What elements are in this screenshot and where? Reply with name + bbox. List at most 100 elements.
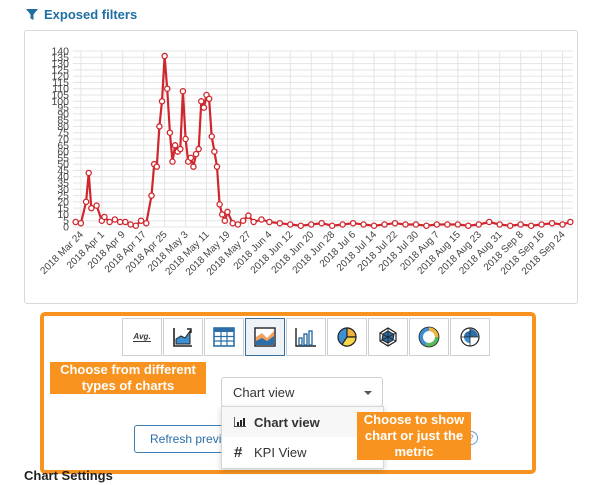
y-tick-label: 0 bbox=[63, 222, 69, 234]
caret-down-icon bbox=[364, 391, 372, 395]
data-point bbox=[360, 221, 367, 228]
view-select[interactable]: Chart view bbox=[221, 377, 383, 407]
polar-chart-icon bbox=[460, 327, 480, 347]
data-point bbox=[307, 221, 315, 228]
data-point bbox=[205, 95, 213, 103]
pie-chart-button[interactable] bbox=[327, 318, 367, 356]
y-tick-label: 85 bbox=[57, 115, 69, 127]
refresh-preview-button[interactable]: Refresh previ bbox=[134, 425, 234, 453]
chart-type-toolbar: Avg. bbox=[122, 318, 490, 356]
y-tick-label: 125 bbox=[51, 64, 69, 76]
area-chart-button[interactable] bbox=[245, 318, 285, 356]
data-point bbox=[454, 221, 462, 228]
data-point bbox=[444, 221, 451, 228]
data-point bbox=[559, 221, 566, 228]
data-point bbox=[122, 218, 129, 226]
data-point bbox=[475, 221, 483, 228]
data-point bbox=[153, 163, 161, 170]
y-tick-label: 65 bbox=[57, 140, 69, 152]
data-point bbox=[216, 201, 223, 208]
view-toggle-callout: Choose to show chart or just the metric bbox=[357, 412, 471, 460]
chart-types-callout: Choose from different types of charts bbox=[50, 362, 206, 394]
data-point bbox=[423, 222, 430, 229]
data-point bbox=[218, 211, 226, 218]
data-point bbox=[211, 148, 218, 155]
exposed-filters-label: Exposed filters bbox=[44, 7, 138, 22]
y-tick-label: 10 bbox=[57, 209, 69, 221]
dropdown-option-kpi-view[interactable]: # KPI View bbox=[222, 437, 383, 467]
funnel-icon bbox=[26, 8, 38, 21]
y-tick-label: 50 bbox=[57, 159, 69, 171]
data-point bbox=[567, 218, 574, 226]
donut-chart-button[interactable] bbox=[409, 318, 449, 356]
view-select-value: Chart view bbox=[233, 384, 295, 400]
data-point bbox=[132, 222, 140, 229]
data-point bbox=[137, 217, 145, 224]
line-chart: 0 5 10 15 20 25 30 35 40 45 50 55 60 65 70 75 80 85 90 95 10… bbox=[24, 30, 578, 304]
dropdown-option-label: Chart view bbox=[254, 414, 320, 430]
data-point bbox=[224, 208, 231, 216]
radar-chart-icon bbox=[379, 327, 397, 347]
polar-chart-button[interactable] bbox=[450, 318, 490, 356]
bar-chart-button[interactable] bbox=[286, 318, 326, 356]
data-point bbox=[391, 219, 399, 227]
average-button[interactable]: Avg. bbox=[122, 318, 162, 356]
y-tick-label: 45 bbox=[57, 165, 69, 177]
data-point bbox=[349, 219, 357, 227]
data-point bbox=[328, 222, 336, 229]
pie-chart-icon bbox=[337, 327, 357, 347]
data-point bbox=[496, 221, 503, 228]
data-point bbox=[169, 158, 176, 165]
data-point bbox=[88, 204, 95, 212]
y-tick-label: 35 bbox=[57, 178, 69, 190]
table-icon bbox=[213, 327, 235, 347]
data-point bbox=[187, 154, 195, 162]
data-point bbox=[148, 192, 155, 199]
y-tick-label: 70 bbox=[57, 134, 69, 146]
dropdown-option-chart-view[interactable]: Chart view bbox=[222, 407, 383, 437]
data-point bbox=[161, 52, 168, 60]
exposed-filters-link[interactable]: Exposed filters bbox=[26, 7, 137, 22]
data-point bbox=[485, 218, 493, 226]
kpi-trend-button[interactable] bbox=[163, 318, 203, 356]
y-tick-label: 110 bbox=[52, 83, 69, 95]
data-point bbox=[266, 218, 273, 226]
data-point bbox=[297, 222, 304, 229]
data-point bbox=[517, 221, 524, 228]
y-tick-label: 40 bbox=[57, 171, 69, 183]
y-tick-label: 5 bbox=[63, 215, 69, 227]
data-point bbox=[527, 222, 535, 229]
data-point bbox=[93, 202, 100, 209]
data-point bbox=[116, 218, 124, 226]
series-line bbox=[75, 54, 571, 227]
data-point bbox=[506, 222, 514, 229]
y-tick-label: 25 bbox=[57, 190, 69, 202]
data-point bbox=[370, 222, 378, 229]
data-point bbox=[234, 221, 242, 228]
y-tick-label: 20 bbox=[57, 196, 69, 208]
data-point bbox=[163, 85, 171, 92]
chart-settings-heading: Chart Settings bbox=[24, 468, 113, 483]
average-icon: Avg. bbox=[133, 332, 151, 342]
data-point bbox=[101, 213, 108, 221]
y-tick-label: 100 bbox=[51, 96, 69, 108]
data-point bbox=[158, 98, 166, 105]
data-point bbox=[229, 219, 236, 227]
data-point bbox=[381, 221, 388, 228]
data-point bbox=[198, 98, 205, 105]
table-button[interactable] bbox=[204, 318, 244, 356]
data-point bbox=[143, 219, 150, 227]
y-tick-label: 90 bbox=[57, 108, 69, 120]
radar-chart-button[interactable] bbox=[368, 318, 408, 356]
data-point bbox=[412, 221, 420, 228]
data-point bbox=[200, 104, 208, 111]
data-point bbox=[182, 135, 189, 143]
y-tick-label: 60 bbox=[57, 146, 69, 158]
data-point bbox=[258, 216, 265, 223]
data-point bbox=[276, 219, 284, 227]
y-tick-label: 120 bbox=[51, 71, 69, 83]
data-point bbox=[156, 123, 163, 130]
data-point bbox=[538, 221, 545, 228]
dropdown-option-label: KPI View bbox=[254, 444, 307, 460]
data-point bbox=[177, 145, 184, 153]
